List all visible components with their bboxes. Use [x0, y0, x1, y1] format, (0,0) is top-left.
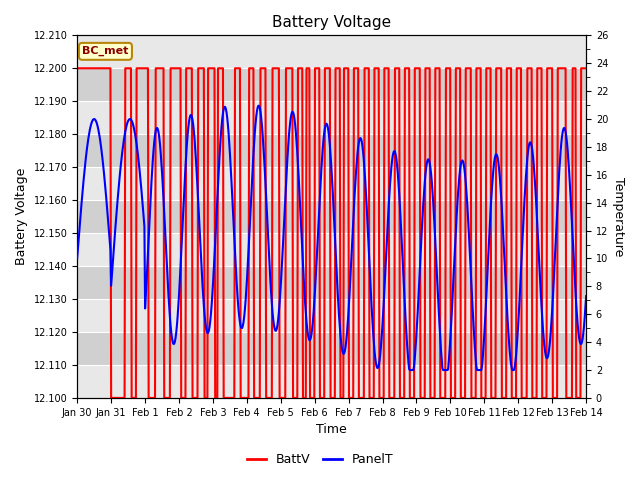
Bar — [77, 134, 586, 167]
Legend: BattV, PanelT: BattV, PanelT — [242, 448, 398, 471]
Bar — [77, 332, 586, 365]
X-axis label: Time: Time — [316, 423, 347, 436]
Bar — [77, 101, 586, 134]
Bar — [77, 233, 586, 266]
Bar — [77, 365, 586, 398]
Y-axis label: Battery Voltage: Battery Voltage — [15, 168, 28, 265]
Bar — [77, 299, 586, 332]
Bar — [77, 36, 586, 68]
Bar — [77, 68, 586, 101]
Y-axis label: Temperature: Temperature — [612, 177, 625, 256]
Text: BC_met: BC_met — [83, 46, 129, 57]
Bar — [77, 266, 586, 299]
Bar — [77, 200, 586, 233]
Title: Battery Voltage: Battery Voltage — [272, 15, 391, 30]
Bar — [77, 167, 586, 200]
